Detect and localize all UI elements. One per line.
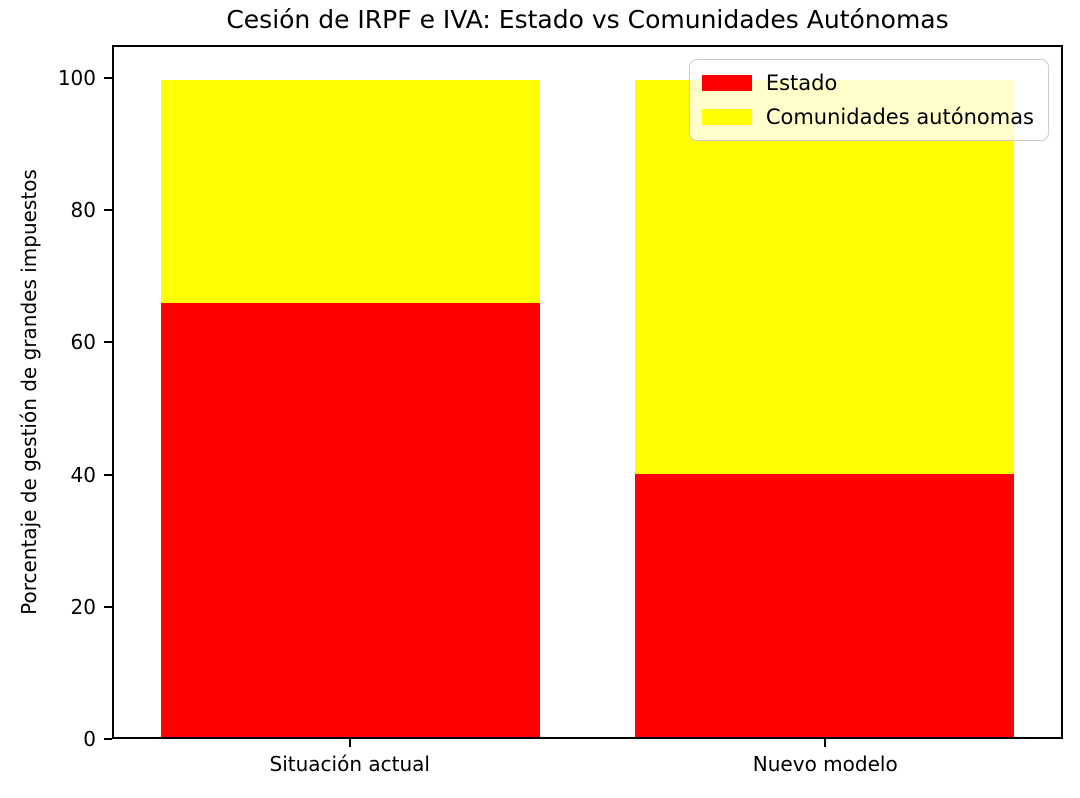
y-tick-label-20: 20	[70, 594, 96, 619]
y-tick-label-60: 60	[70, 330, 96, 355]
legend-swatch-comunidades-autonomas	[701, 109, 752, 125]
bar-segment-comunidades-autonomas-situacion-actual	[161, 79, 541, 304]
y-tick-mark-0	[104, 738, 112, 740]
bar-segment-comunidades-autonomas-nuevo-modelo	[634, 79, 1014, 475]
chart-title: Cesión de IRPF e IVA: Estado vs Comunida…	[226, 5, 949, 34]
legend-label-comunidades-autonomas: Comunidades autónomas	[765, 105, 1034, 129]
bar-segment-estado-situacion-actual	[161, 303, 541, 737]
y-tick-mark-40	[104, 473, 112, 476]
y-axis-label: Porcentaje de gestión de grandes impuest…	[17, 169, 41, 615]
x-tick-mark-nuevo-modelo	[824, 739, 827, 747]
y-tick-label-100: 100	[57, 66, 96, 91]
y-tick-label-40: 40	[70, 462, 96, 487]
y-tick-label-0: 0	[83, 727, 96, 751]
y-tick-label-80: 80	[70, 198, 96, 223]
legend-item-estado: Estado	[701, 70, 1034, 96]
bar-nuevo-modelo	[634, 79, 1014, 737]
x-tick-label-nuevo-modelo: Nuevo modelo	[752, 752, 898, 776]
plot-area: Estado Comunidades autónomas	[112, 45, 1063, 739]
x-tick-mark-situacion-actual	[348, 739, 351, 747]
y-tick-mark-100	[104, 77, 112, 80]
x-tick-label-situacion-actual: Situación actual	[269, 752, 430, 776]
legend-label-estado: Estado	[765, 71, 838, 95]
y-tick-mark-20	[104, 605, 112, 608]
bar-segment-estado-nuevo-modelo	[634, 474, 1014, 737]
y-tick-mark-80	[104, 209, 112, 212]
bar-situacion-actual	[161, 79, 541, 737]
legend-swatch-estado	[701, 75, 752, 91]
legend: Estado Comunidades autónomas	[688, 59, 1049, 141]
legend-item-comunidades-autonomas: Comunidades autónomas	[701, 104, 1034, 130]
y-tick-mark-60	[104, 341, 112, 344]
